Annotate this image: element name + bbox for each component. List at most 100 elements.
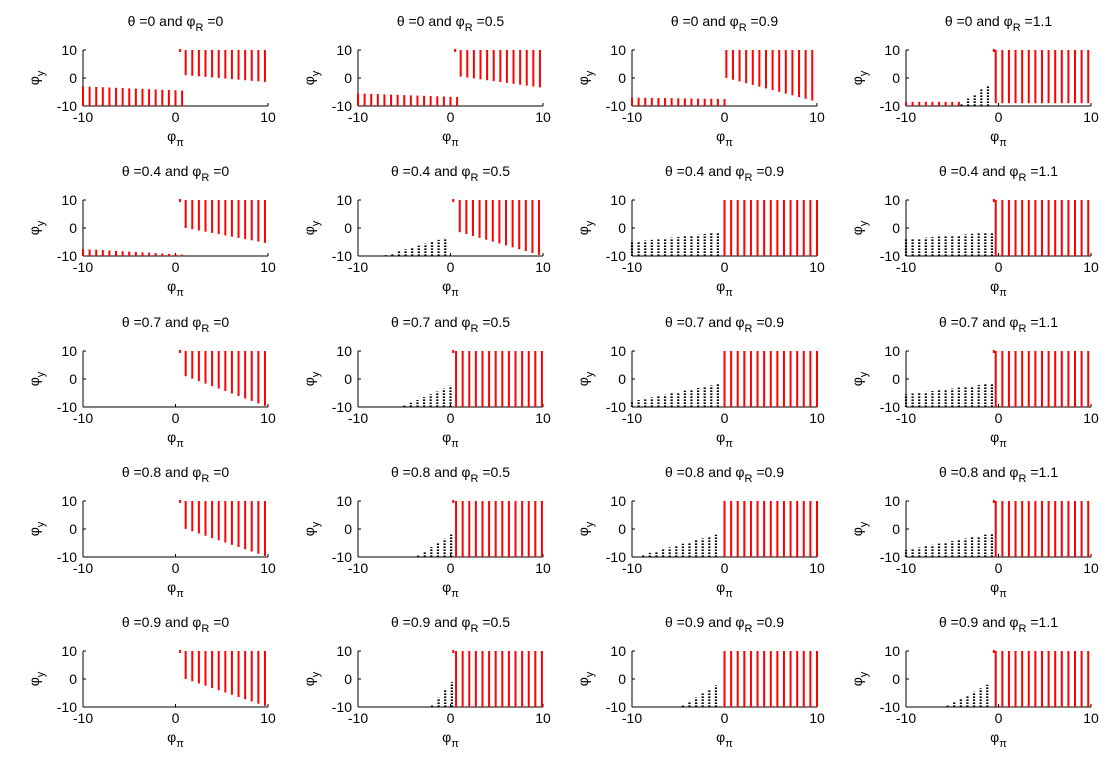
x-axis-label: φπ [990,128,1007,149]
x-tick-label: 10 [260,560,276,576]
x-tick-label: 0 [172,259,180,275]
y-tick-label: -10 [606,699,626,715]
red-point-marker [452,650,455,653]
y-axis-label: φy [575,70,596,85]
title-phiR-text: =0 [203,13,223,29]
x-label-symbol: φ [442,729,451,745]
x-axis-label: φπ [167,579,184,600]
x-label-symbol: φ [990,278,999,294]
y-label-subscript: y [35,220,47,226]
y-tick-label: 0 [344,521,352,537]
x-axis-label: φπ [716,729,733,750]
y-label-subscript: y [858,521,870,527]
x-tick-label: -10 [73,710,93,726]
y-label-subscript: y [584,70,596,76]
title-subscript: R [739,22,747,34]
title-subscript: R [1019,623,1027,635]
x-axis-label: φπ [167,278,184,299]
x-label-symbol: φ [442,278,451,294]
y-tick-label: -10 [606,248,626,264]
title-subscript: R [465,22,473,34]
title-theta-text: θ =0.7 and φ [122,314,202,330]
x-label-subscript: π [176,738,184,750]
y-tick-label: 10 [336,343,352,359]
subplot-title: θ =0.9 and φR =0.5 [391,614,510,635]
red-point-marker [179,49,182,52]
x-label-symbol: φ [167,579,176,595]
subplot-title: θ =0.4 and φR =0.9 [665,163,784,184]
subplot-title: θ =0.8 and φR =0 [122,464,230,485]
x-tick-label: 0 [995,109,1003,125]
subplot-title: θ =0.8 and φR =0.5 [391,464,510,485]
x-label-symbol: φ [716,579,725,595]
x-label-symbol: φ [990,429,999,445]
x-tick-label: -10 [896,410,916,426]
y-axis-label: φy [849,671,870,686]
y-tick-label: 10 [61,643,77,659]
title-phiR-text: =1.1 [1026,163,1058,179]
x-axis-label: φπ [990,729,1007,750]
y-tick-label: 0 [618,671,626,687]
x-tick-label: 10 [260,410,276,426]
x-tick-label: -10 [896,109,916,125]
y-tick-label: 0 [69,70,77,86]
x-label-subscript: π [451,438,459,450]
x-axis-label: φπ [990,278,1007,299]
x-tick-label: 10 [809,259,825,275]
x-label-subscript: π [725,137,733,149]
title-theta-text: θ =0.4 and φ [122,163,202,179]
y-axis-label: φy [301,371,322,386]
y-tick-label: -10 [880,98,900,114]
red-point-marker [452,350,455,353]
x-tick-label: 0 [995,410,1003,426]
title-subscript: R [471,473,479,485]
x-tick-label: 0 [172,410,180,426]
y-tick-label: 0 [892,371,900,387]
y-label-subscript: y [35,371,47,377]
x-tick-label: 0 [995,259,1003,275]
x-label-symbol: φ [442,429,451,445]
subplot-title: θ =0.9 and φR =0.9 [665,614,784,635]
y-axis-label: φy [26,671,47,686]
title-phiR-text: =0.5 [473,13,505,29]
title-subscript: R [471,623,479,635]
y-tick-label: -10 [332,549,352,565]
x-tick-label: 10 [535,109,551,125]
x-tick-label: 0 [995,560,1003,576]
y-tick-label: 0 [344,70,352,86]
red-point-marker [179,650,182,653]
y-tick-label: -10 [57,549,77,565]
title-subscript: R [201,172,209,184]
red-point-marker [992,350,995,353]
x-tick-label: 0 [172,109,180,125]
y-label-subscript: y [310,220,322,226]
title-phiR-text: =0 [209,614,229,630]
x-tick-label: -10 [622,560,642,576]
y-axis-label: φy [849,371,870,386]
y-axis-label: φy [26,220,47,235]
title-phiR-text: =0.9 [752,464,784,480]
subplot-title: θ =0.4 and φR =0 [122,163,230,184]
x-tick-label: 0 [447,560,455,576]
y-label-subscript: y [858,70,870,76]
x-label-subscript: π [451,588,459,600]
x-label-symbol: φ [716,729,725,745]
y-tick-label: -10 [880,399,900,415]
title-subscript: R [471,323,479,335]
x-label-symbol: φ [167,128,176,144]
y-label-symbol: φ [575,76,591,85]
x-tick-label: 0 [172,710,180,726]
title-phiR-text: =0.9 [752,614,784,630]
y-tick-label: 10 [610,493,626,509]
x-label-subscript: π [999,438,1007,450]
y-label-symbol: φ [26,527,42,536]
x-tick-label: -10 [896,560,916,576]
x-label-symbol: φ [716,128,725,144]
